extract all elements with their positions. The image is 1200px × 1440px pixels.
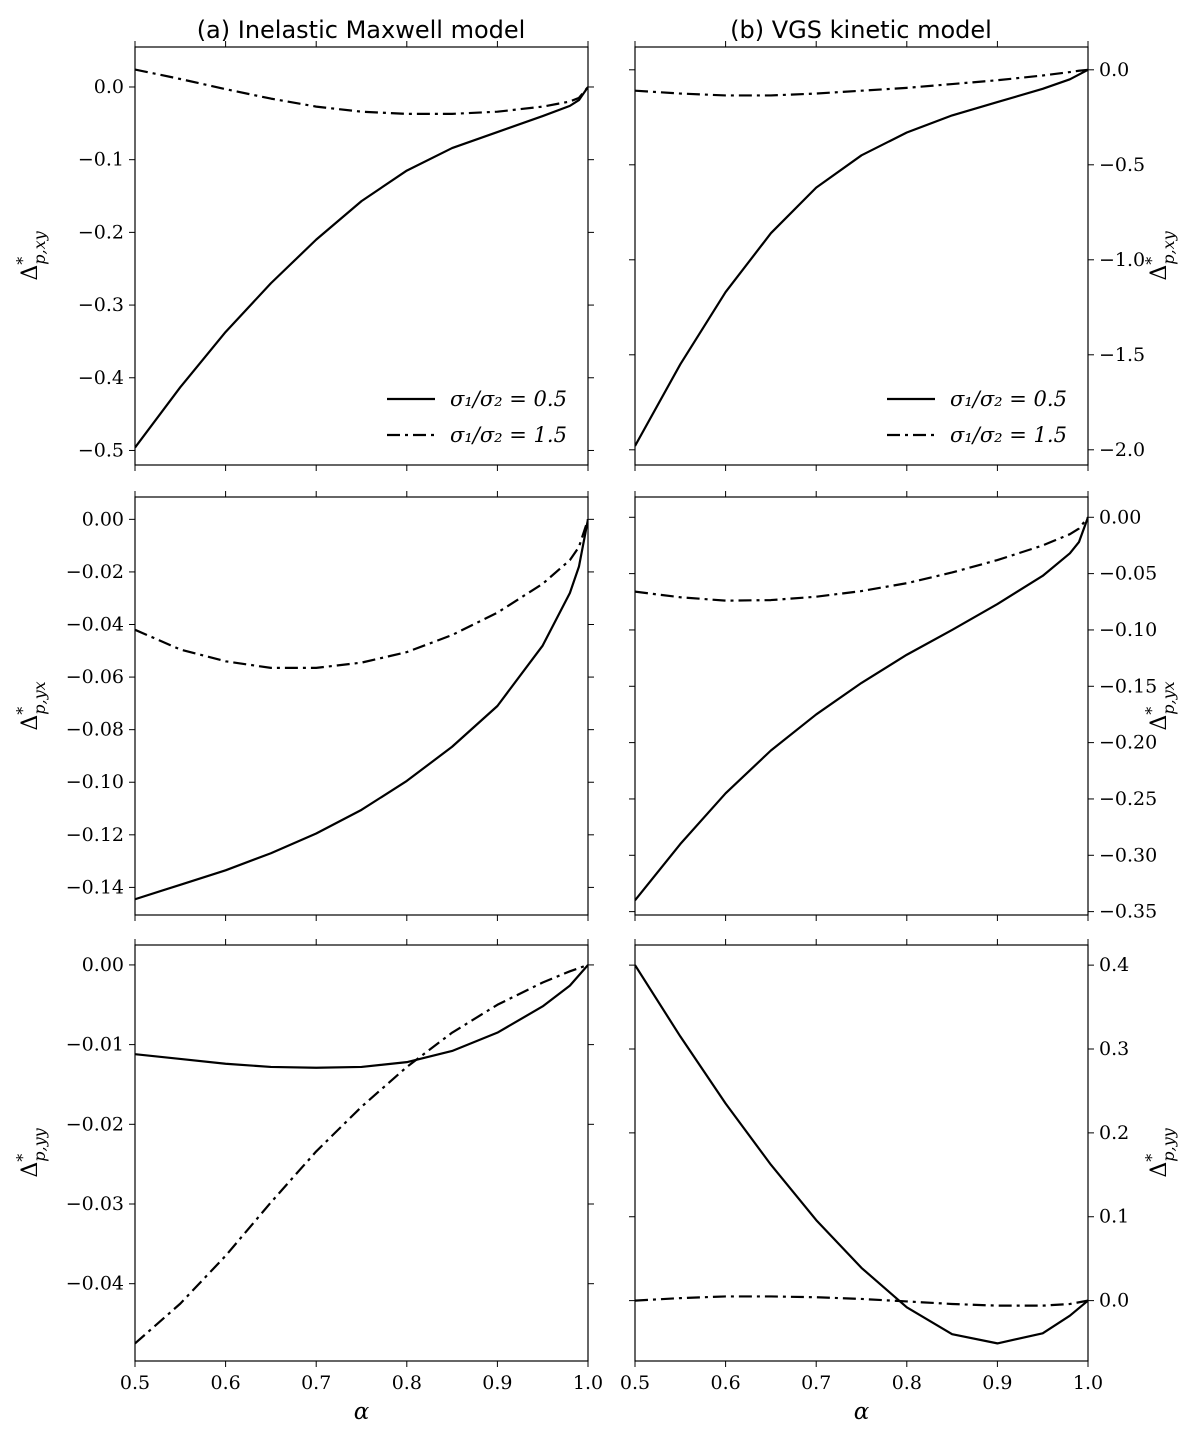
y-tick-label: −1.0 <box>1099 249 1145 271</box>
panel-5: 0.5 0.6 0.7 0.8 0.9 1.0 0.00 −0.01 −0.02 −0.03 −0.… <box>13 939 603 1425</box>
y-tick-label: −0.02 <box>66 561 124 583</box>
series-line-ratio-0-5 <box>635 68 1088 447</box>
plot-frame <box>134 46 589 466</box>
y-tick-label: −0.5 <box>78 439 124 461</box>
y-tick-label: −0.02 <box>66 1113 124 1135</box>
y-axis-label: Δ*p,yy <box>13 1127 49 1177</box>
x-tick-label: 1.0 <box>573 1372 603 1394</box>
y-axis-label: Δ*p,xy <box>1142 230 1178 280</box>
y-tick-label: −0.5 <box>1099 154 1145 176</box>
x-tick-label: 0.8 <box>392 1372 422 1394</box>
x-tick-label: 0.9 <box>482 1372 512 1394</box>
column-title-b: (b) VGS kinetic model <box>730 16 992 44</box>
y-tick-label: −0.14 <box>66 876 124 898</box>
y-tick-label: −2.0 <box>1099 439 1145 461</box>
series-line-ratio-0-5 <box>135 519 588 901</box>
x-tick-label: 0.7 <box>801 1372 831 1394</box>
legend-label: σ₁/σ₂ = 0.5 <box>950 387 1067 411</box>
y-tick-label: −0.1 <box>78 149 124 171</box>
x-tick-label: 1.0 <box>1073 1372 1103 1394</box>
panel-6: 0.5 0.6 0.7 0.8 0.9 1.0 0.4 0.3 0.2 0.1 0.0 Δ*p,yy α <box>620 939 1178 1425</box>
y-tick-label: −1.5 <box>1099 344 1145 366</box>
x-tick-label: 0.6 <box>210 1372 240 1394</box>
plot-frame <box>634 46 1089 466</box>
plot-frame <box>134 944 589 1362</box>
y-tick-label: 0.0 <box>94 76 124 98</box>
y-tick-label: −0.04 <box>66 614 124 636</box>
y-tick-label: −0.01 <box>66 1034 124 1056</box>
panel-3: 0.00 −0.02 −0.04 −0.06 −0.08 −0.10 −0.12 −0.14 Δ… <box>13 491 594 921</box>
y-tick-label: −0.20 <box>1099 732 1157 754</box>
x-axis-label: α <box>854 1399 870 1425</box>
y-tick-label: −0.4 <box>78 367 124 389</box>
panel-1: 0.0 −0.1 −0.2 −0.3 −0.4 −0.5 Δ*p,xy σ₁/σ₂ = 0.5… <box>13 41 594 471</box>
y-tick-label: −0.05 <box>1099 563 1157 585</box>
legend: σ₁/σ₂ = 0.5 σ₁/σ₂ = 1.5 <box>387 387 567 447</box>
series-line-ratio-1-5 <box>135 963 588 1345</box>
y-tick-label: −0.12 <box>66 824 124 846</box>
plot-frame <box>134 496 589 916</box>
x-tick-label: 0.5 <box>120 1372 150 1394</box>
y-tick-label: 0.1 <box>1099 1206 1129 1228</box>
y-tick-label: 0.00 <box>1099 506 1141 528</box>
y-tick-label: −0.30 <box>1099 844 1157 866</box>
y-axis-label: Δ*p,yy <box>1142 1127 1178 1177</box>
series-line-ratio-1-5 <box>135 519 588 669</box>
y-tick-label: 0.0 <box>1099 59 1129 81</box>
series-line-ratio-0-5 <box>135 86 588 449</box>
y-tick-label: 0.2 <box>1099 1122 1129 1144</box>
x-axis-label: α <box>354 1399 370 1425</box>
y-tick-label: −0.04 <box>66 1273 124 1295</box>
x-tick-label: 0.7 <box>301 1372 331 1394</box>
y-tick-label: 0.4 <box>1099 954 1129 976</box>
panel-4: 0.00 −0.05 −0.10 −0.15 −0.20 −0.25 −0.30 −0.35 Δ… <box>629 491 1178 923</box>
y-axis-label: Δ*p,yx <box>13 681 49 730</box>
x-tick-label: 0.9 <box>982 1372 1012 1394</box>
y-axis-label: Δ*p,yx <box>1142 681 1178 730</box>
y-tick-label: −0.10 <box>66 771 124 793</box>
legend: σ₁/σ₂ = 0.5 σ₁/σ₂ = 1.5 <box>887 387 1067 447</box>
y-tick-label: 0.00 <box>82 954 124 976</box>
y-tick-label: −0.08 <box>66 719 124 741</box>
x-tick-label: 0.5 <box>620 1372 650 1394</box>
legend-label: σ₁/σ₂ = 1.5 <box>450 423 567 447</box>
series-line-ratio-0-5 <box>635 964 1088 1345</box>
y-tick-label: −0.35 <box>1099 901 1157 923</box>
series-line-ratio-1-5 <box>635 516 1088 602</box>
series-line-ratio-0-5 <box>635 516 1088 902</box>
column-title-a: (a) Inelastic Maxwell model <box>197 16 526 44</box>
legend-label: σ₁/σ₂ = 1.5 <box>950 423 1067 447</box>
series-line-ratio-1-5 <box>635 1295 1088 1307</box>
series-line-ratio-0-5 <box>135 964 588 1069</box>
y-tick-label: −0.25 <box>1099 788 1157 810</box>
x-tick-label: 0.8 <box>892 1372 922 1394</box>
y-tick-label: −0.15 <box>1099 675 1157 697</box>
plot-frame <box>634 496 1089 916</box>
y-tick-label: −0.3 <box>78 294 124 316</box>
panels-group: 0.0 −0.1 −0.2 −0.3 −0.4 −0.5 Δ*p,xy σ₁/σ₂ = 0.5… <box>13 41 1178 1425</box>
plot-frame <box>634 944 1089 1362</box>
y-tick-label: 0.0 <box>1099 1290 1129 1312</box>
y-tick-label: −0.10 <box>1099 619 1157 641</box>
y-tick-label: 0.00 <box>82 508 124 530</box>
x-tick-label: 0.6 <box>710 1372 740 1394</box>
y-tick-label: −0.2 <box>78 221 124 243</box>
y-axis-label: Δ*p,xy <box>13 230 49 280</box>
y-tick-label: 0.3 <box>1099 1038 1129 1060</box>
legend-label: σ₁/σ₂ = 0.5 <box>450 387 567 411</box>
y-tick-label: −0.03 <box>66 1193 124 1215</box>
y-tick-label: −0.06 <box>66 666 124 688</box>
series-line-ratio-1-5 <box>635 68 1088 97</box>
series-line-ratio-1-5 <box>135 68 588 115</box>
